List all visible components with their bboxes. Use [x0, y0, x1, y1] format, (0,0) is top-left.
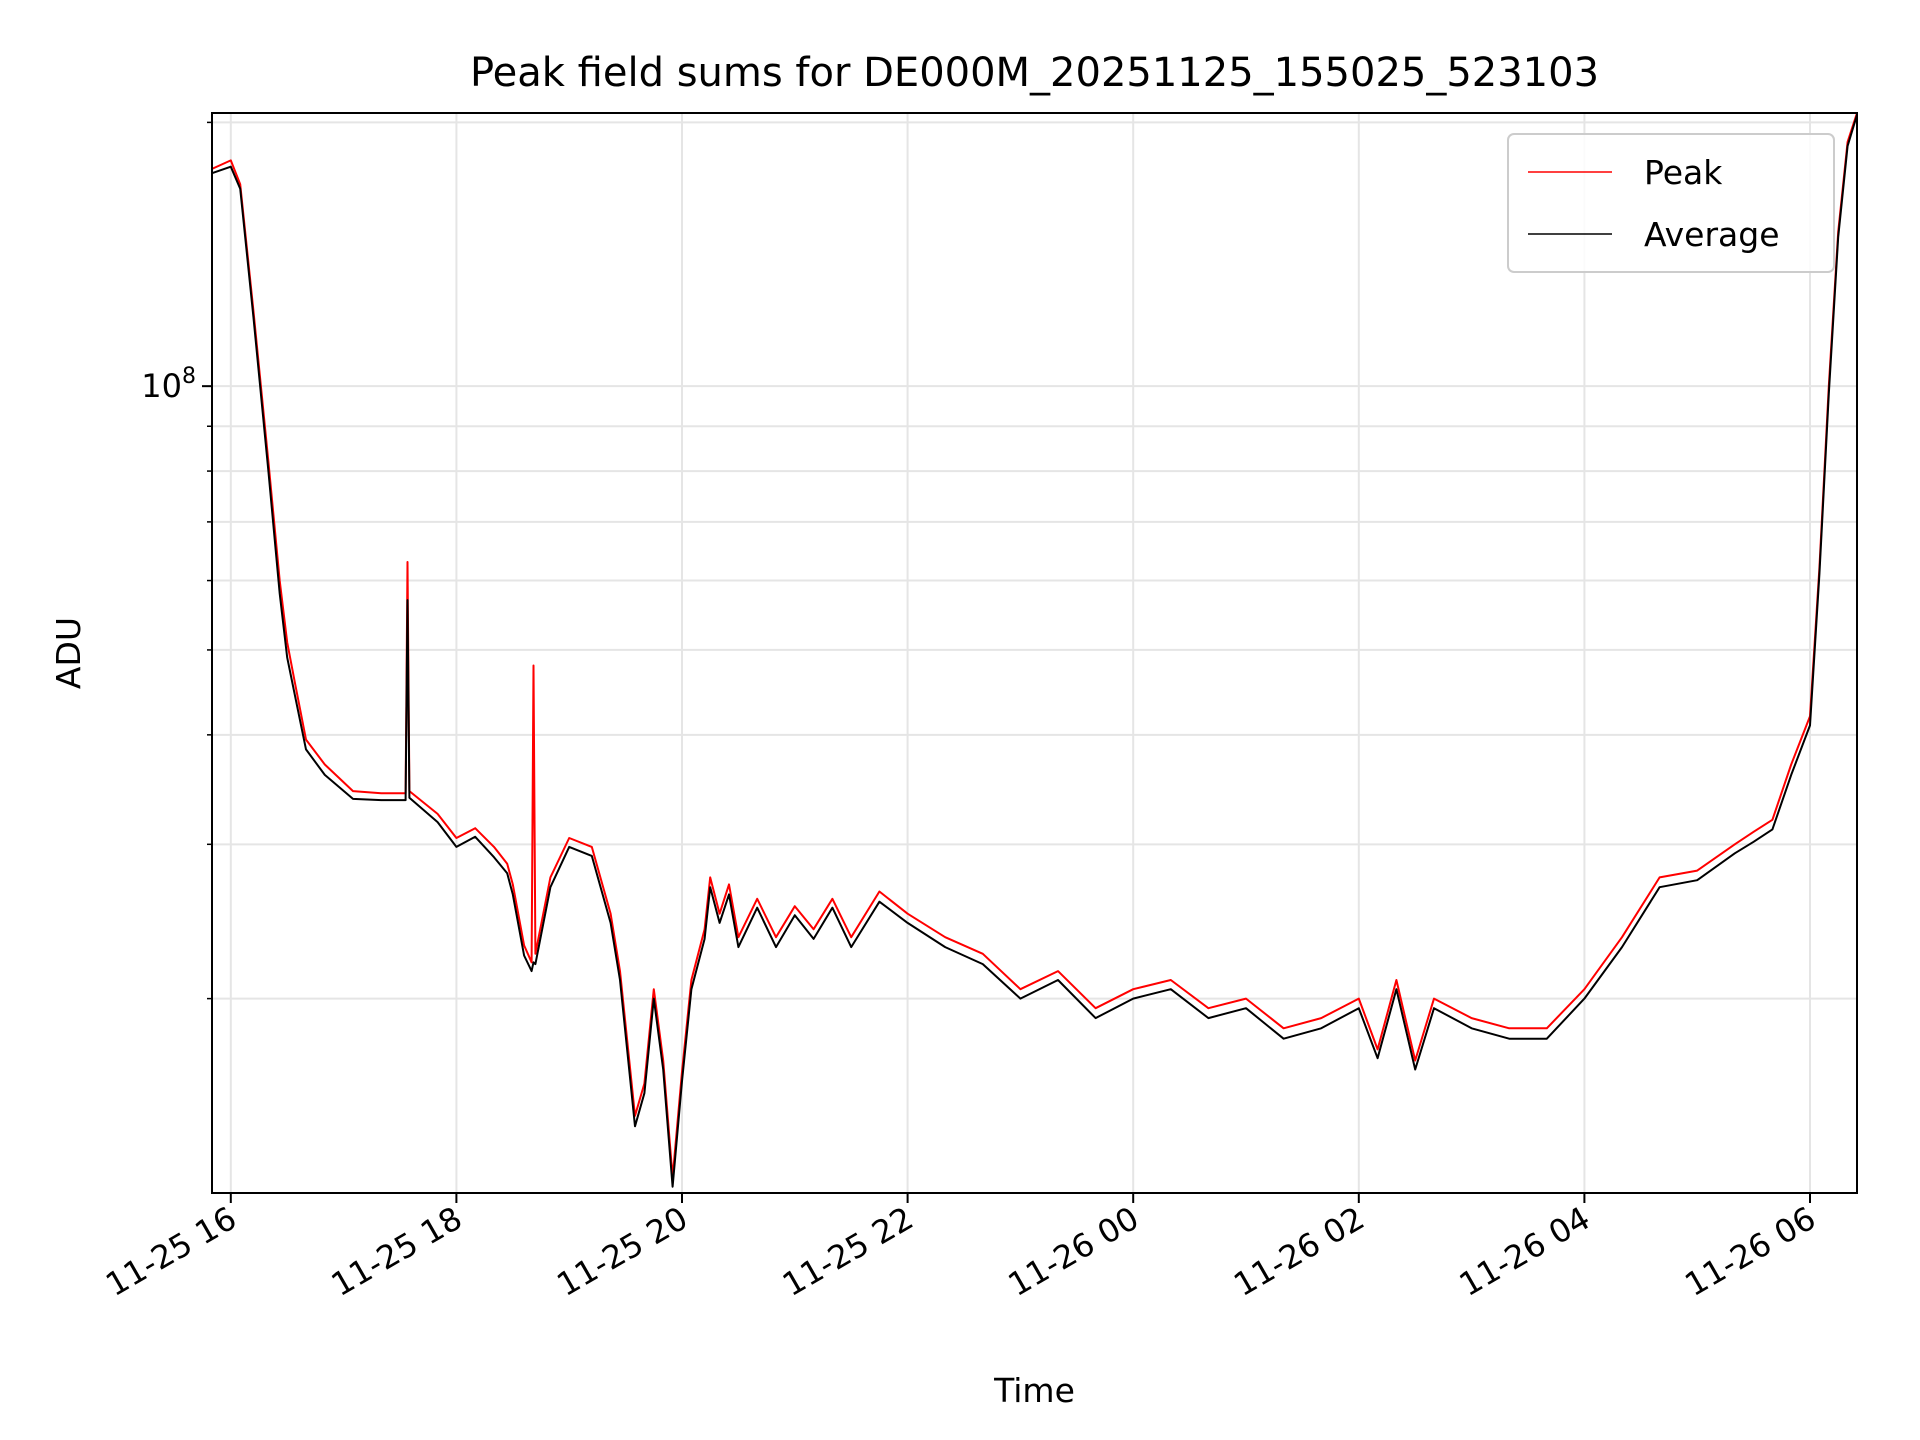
legend-box	[1507, 133, 1835, 273]
legend-label-average: Average	[1644, 215, 1780, 254]
y-axis-label: ADU	[49, 617, 88, 689]
x-axis-label: Time	[993, 1371, 1075, 1410]
grid	[212, 113, 1857, 1193]
legend-label-peak: Peak	[1644, 153, 1723, 192]
legend: Peak Average	[1507, 133, 1835, 273]
chart-title: Peak field sums for DE000M_20251125_1550…	[470, 50, 1599, 96]
series-layer	[211, 112, 1858, 1188]
plot-frame	[211, 112, 1858, 1194]
series-line-average	[211, 114, 1858, 1188]
